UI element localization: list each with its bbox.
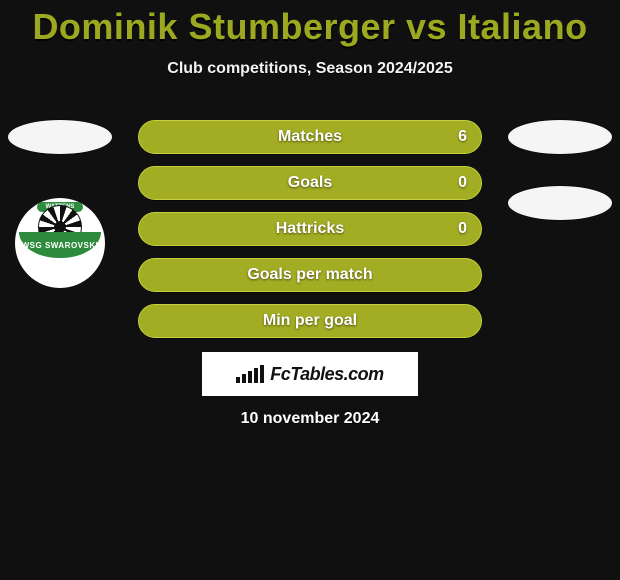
left-club-badge: WATTENS WSG SWAROVSKI xyxy=(15,198,105,288)
bar-chart-bar xyxy=(242,374,246,383)
stat-row: Min per goal xyxy=(138,304,482,338)
bar-chart-icon xyxy=(236,365,264,383)
date-label: 10 november 2024 xyxy=(0,410,620,428)
watermark-main: Tables xyxy=(290,364,343,384)
watermark-suffix: .com xyxy=(344,364,384,384)
stat-row: Matches 6 xyxy=(138,120,482,154)
stat-row: Goals per match xyxy=(138,258,482,292)
right-country-flag xyxy=(508,120,612,154)
stat-row: Hattricks 0 xyxy=(138,212,482,246)
stat-label: Goals per match xyxy=(247,266,372,284)
bar-chart-bar xyxy=(260,365,264,383)
stat-label: Matches xyxy=(278,128,342,146)
right-badges-column xyxy=(508,120,612,220)
bar-chart-bar xyxy=(254,368,258,383)
stat-label: Hattricks xyxy=(276,220,344,238)
stat-row: Goals 0 xyxy=(138,166,482,200)
subtitle: Club competitions, Season 2024/2025 xyxy=(0,60,620,78)
stat-value-right: 6 xyxy=(458,128,467,146)
stat-value-right: 0 xyxy=(458,220,467,238)
left-badges-column: WATTENS WSG SWAROVSKI xyxy=(8,120,112,288)
club-badge-ribbon: WSG SWAROVSKI xyxy=(19,232,101,258)
stat-label: Min per goal xyxy=(263,312,357,330)
left-country-flag xyxy=(8,120,112,154)
fctables-watermark: FcTables.com xyxy=(202,352,418,396)
page-title: Dominik Stumberger vs Italiano xyxy=(0,0,620,48)
stat-value-right: 0 xyxy=(458,174,467,192)
bar-chart-bar xyxy=(236,377,240,383)
stats-list: Matches 6 Goals 0 Hattricks 0 Goals per match M… xyxy=(138,120,482,338)
watermark-text: FcTables.com xyxy=(270,364,383,385)
right-club-oval xyxy=(508,186,612,220)
stat-label: Goals xyxy=(288,174,332,192)
watermark-prefix: Fc xyxy=(270,364,290,384)
bar-chart-bar xyxy=(248,371,252,383)
